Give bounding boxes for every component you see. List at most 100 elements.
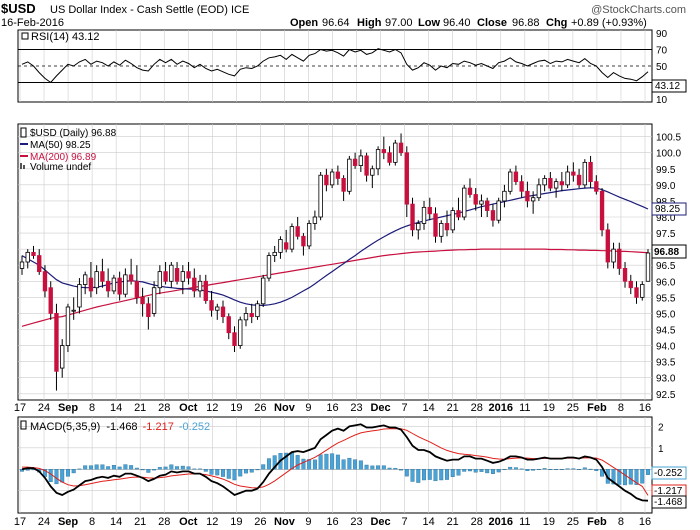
price-y-tick-label: 99.0 xyxy=(656,181,676,192)
macd-x-tick-label: 25 xyxy=(567,516,579,528)
macd-x-tick-label: 14 xyxy=(110,516,122,528)
candle-up xyxy=(255,303,260,318)
candle-down xyxy=(381,149,386,154)
candle-down xyxy=(467,187,473,195)
close-label: Close xyxy=(477,17,507,29)
macd-hist-bar xyxy=(358,460,363,470)
price-x-tick-label: 11 xyxy=(519,402,530,414)
rsi-y-tick-label: 10 xyxy=(656,95,668,106)
candle-down xyxy=(249,313,254,318)
macd-hist-bar xyxy=(134,467,139,470)
candle-up xyxy=(266,255,272,279)
candle-down xyxy=(226,316,231,334)
macd-hist-bar xyxy=(513,467,518,470)
macd-line xyxy=(21,423,649,502)
macd-hist-bar xyxy=(175,466,180,470)
macd-hist-bar xyxy=(439,469,444,481)
price-y-tick-label: 96.5 xyxy=(656,261,676,272)
macd-hist-bar xyxy=(416,469,421,483)
macd-hist-bar xyxy=(519,468,524,470)
candle-up xyxy=(358,155,364,166)
price-x-tick-label: 12 xyxy=(206,402,218,414)
macd-x-tick-label: Dec xyxy=(370,516,390,528)
macd-hist-bar xyxy=(370,465,375,470)
price-panel-frame xyxy=(17,123,653,401)
candle-up xyxy=(169,264,174,282)
price-y-tick-label: 100.5 xyxy=(656,133,681,144)
macd-hist-bar xyxy=(399,469,404,471)
macd-hist-bar xyxy=(496,469,501,473)
candle-down xyxy=(192,277,197,292)
macd-hist-bar xyxy=(312,459,317,470)
price-x-tick-label: 8 xyxy=(89,402,95,414)
macd-hist-bar xyxy=(554,469,559,470)
macd-hist-bar xyxy=(324,453,329,470)
symbol-title: $USD xyxy=(1,1,36,16)
candle-down xyxy=(398,142,404,154)
macd-hist-bar xyxy=(301,458,306,470)
candle-up xyxy=(197,280,203,292)
candle-down xyxy=(456,210,461,218)
macd-hist-bar xyxy=(244,469,248,474)
macd-badge-text: -1.468 xyxy=(654,497,683,508)
candle-up xyxy=(507,171,513,192)
macd-hist-bar xyxy=(129,465,134,470)
candle-down xyxy=(140,296,145,305)
macd-hist-bar xyxy=(100,464,105,470)
ma200-legend-text: MA(200) 96.89 xyxy=(30,152,97,163)
macd-hist-bar xyxy=(559,469,564,470)
candle-down xyxy=(594,181,599,192)
candle-down xyxy=(128,274,134,282)
price-y-tick-label: 92.5 xyxy=(656,390,676,401)
candle-down xyxy=(31,251,36,256)
candle-down xyxy=(203,280,208,301)
candle-down xyxy=(364,155,369,176)
candle-down xyxy=(301,235,306,247)
candle-up xyxy=(329,171,335,186)
macd-hist-bar xyxy=(272,455,277,470)
macd-hist-bar xyxy=(289,452,294,470)
macd-x-tick-label: 21 xyxy=(134,516,146,528)
macd-hist-bar xyxy=(393,468,398,470)
candle-up xyxy=(421,206,427,224)
signal-badge-text: -1.217 xyxy=(654,486,683,497)
macd-hist-bar xyxy=(404,469,409,477)
price-x-tick-label: 25 xyxy=(567,402,579,414)
value-badges: 43.12 98.25 96.88 -0.252 -1.217 -1.468 xyxy=(651,79,687,509)
candle-down xyxy=(513,171,519,183)
candle-down xyxy=(588,161,593,183)
candle-up xyxy=(123,274,128,295)
candle-up xyxy=(565,171,570,186)
price-y-tick-label: 95.5 xyxy=(656,293,676,304)
candle-down xyxy=(571,171,576,176)
macd-hist-bar xyxy=(284,452,289,470)
candle-up xyxy=(502,190,507,202)
macd-hist-bar xyxy=(198,468,203,470)
candle-up xyxy=(611,248,616,263)
rsi-line xyxy=(21,48,649,84)
candle-down xyxy=(284,242,289,250)
high-label: High xyxy=(357,17,382,29)
price-legend: $USD (Daily) 96.88 MA(50) 98.25 MA(200) … xyxy=(20,127,117,173)
candle-up xyxy=(278,239,283,253)
macd-x-tick-label: 28 xyxy=(471,516,483,528)
macd-hist-bar xyxy=(77,468,82,470)
macd-hist-bar xyxy=(232,469,237,481)
rsi-last-badge-text: 43.12 xyxy=(655,81,680,92)
macd-x-tick-label: 23 xyxy=(350,516,362,528)
macd-hist-bar xyxy=(433,469,438,482)
macd-hist-bar xyxy=(623,469,628,486)
candle-down xyxy=(163,271,168,282)
low-label: Low xyxy=(418,17,440,29)
macd-hist-bar xyxy=(571,468,576,470)
macd-hist-bar xyxy=(473,469,478,473)
hist-badge-text: -0.252 xyxy=(654,468,683,479)
candle-down xyxy=(427,206,432,215)
macd-hist-bar xyxy=(387,467,392,470)
price-y-tick-label: 96.0 xyxy=(656,277,676,288)
macd-x-tick-label: Nov xyxy=(274,516,296,528)
macd-hist-bar xyxy=(146,469,151,473)
macd-x-tick-label: 21 xyxy=(447,516,459,528)
price-y-tick-label: 93.5 xyxy=(656,358,676,369)
